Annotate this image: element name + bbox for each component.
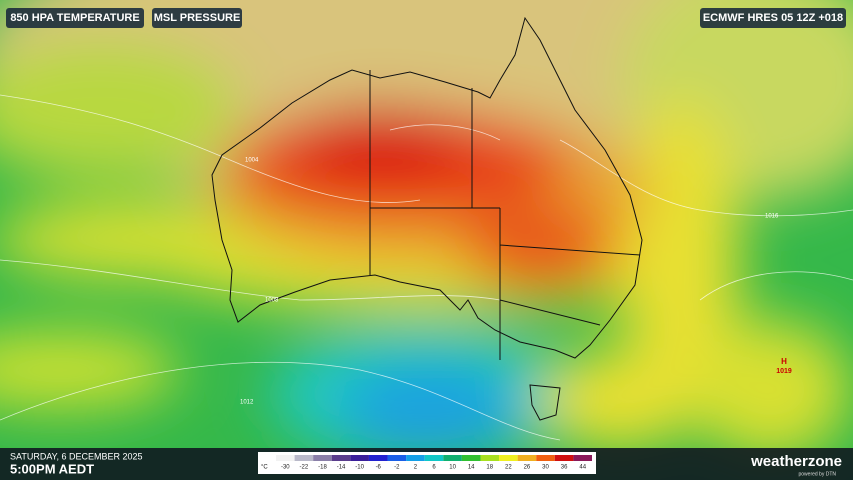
- legend-swatch: [368, 455, 388, 461]
- legend-tick: 22: [505, 465, 512, 471]
- legend-swatch: [387, 455, 407, 461]
- legend-swatch: [406, 455, 425, 461]
- legend-tick: 18: [486, 465, 493, 471]
- legend-tick: 44: [579, 465, 586, 471]
- tag-box: [700, 8, 846, 28]
- coastline: [211, 16, 643, 421]
- isobar-label: 1016: [765, 214, 779, 220]
- brand-tagline: powered by DTN: [798, 471, 836, 477]
- legend-swatch: [294, 455, 314, 461]
- legend-swatch: [536, 455, 555, 461]
- time: 5:00PM AEDT: [10, 461, 94, 476]
- legend-tick: -14: [337, 465, 346, 471]
- legend-tick: -6: [376, 465, 382, 471]
- high-value: 1019: [776, 368, 792, 375]
- legend-swatch: [573, 455, 592, 461]
- legend-swatch: [350, 455, 369, 461]
- date: SATURDAY, 6 DECEMBER 2025: [10, 451, 143, 461]
- legend-swatch: [443, 455, 462, 461]
- legend-unit: °C: [261, 465, 268, 471]
- legend-tick: 36: [561, 465, 568, 471]
- legend: -30 -22 -18 -14 -10 -6 -2 2 6 10 14 18 22 26 30 36 44: [276, 455, 592, 471]
- model-tag: ECMWF HRES 05 12Z +018: [703, 12, 843, 24]
- legend-swatch: [517, 455, 537, 461]
- isobar-labels: 1004 1008 1012 1016: [240, 158, 779, 406]
- legend-tick: 2: [414, 465, 418, 471]
- isobar-label: 1012: [240, 400, 254, 406]
- brand: weatherzone: [750, 453, 842, 470]
- legend-swatch: [499, 455, 518, 461]
- legend-tick: 26: [524, 465, 531, 471]
- legend-swatch: [331, 455, 351, 461]
- layer-tag: 850 HPA TEMPERATURE: [10, 12, 139, 24]
- legend-swatch: [276, 455, 295, 461]
- legend-swatch: [424, 455, 444, 461]
- legend-tick: 30: [542, 465, 549, 471]
- legend-tick: -18: [318, 465, 327, 471]
- legend-tick: 10: [449, 465, 456, 471]
- legend-tick: -30: [281, 465, 290, 471]
- legend-swatch: [461, 455, 481, 461]
- legend-tick: 14: [468, 465, 475, 471]
- high-symbol: H: [781, 357, 787, 366]
- isobars: [0, 94, 853, 441]
- layer-tag: MSL PRESSURE: [154, 12, 241, 24]
- legend-swatch: [554, 455, 574, 461]
- legend-swatch: [313, 455, 332, 461]
- tag-box: [6, 8, 144, 28]
- legend-tick: -10: [355, 465, 364, 471]
- legend-tick: -2: [394, 465, 400, 471]
- legend-tick: 6: [432, 465, 436, 471]
- tag-box: [152, 8, 242, 28]
- legend-swatch: [480, 455, 500, 461]
- isobar-label: 1004: [245, 158, 259, 164]
- isobar-label: 1008: [265, 298, 279, 304]
- legend-tick: -22: [300, 465, 309, 471]
